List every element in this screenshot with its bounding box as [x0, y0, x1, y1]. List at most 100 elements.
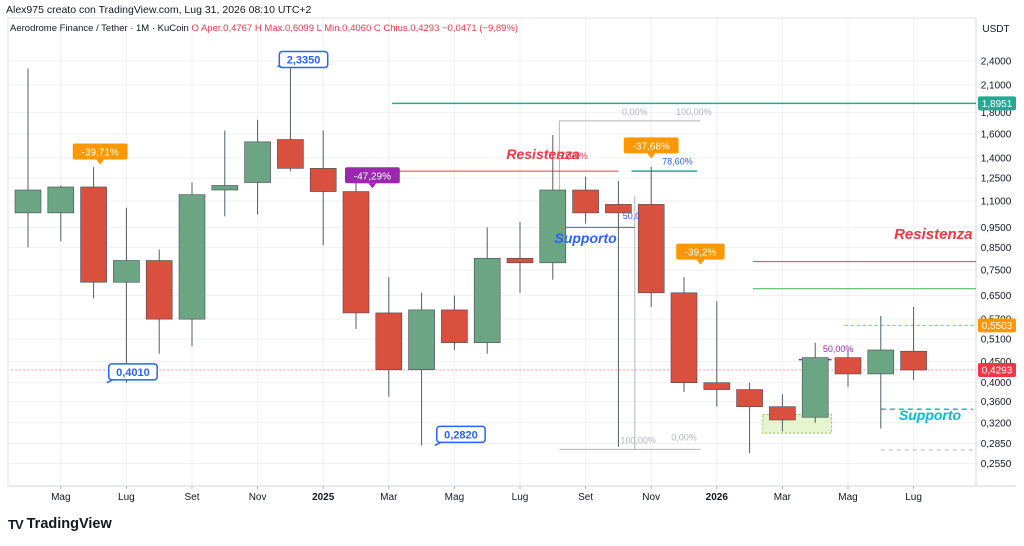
- callout-arrow: [368, 183, 377, 189]
- price-callout-label: 0,2820: [444, 429, 478, 441]
- y-tick-label: 0,8500: [981, 243, 1012, 254]
- tradingview-brand: TV TradingView: [8, 516, 112, 532]
- y-tick-label: 1,1000: [981, 197, 1012, 208]
- percent-callout-label: -37,68%: [633, 141, 670, 152]
- candle-body: [342, 191, 370, 314]
- fib-level-label: 100,00%: [620, 436, 656, 446]
- callout-arrow: [96, 159, 105, 165]
- candle-body: [867, 349, 895, 375]
- x-tick-label: Mar: [774, 492, 792, 503]
- fib-level-label: 0,00%: [622, 107, 648, 117]
- legend-ohlc-value: −0,0471 (−9,89%): [442, 23, 518, 34]
- x-tick-label: Mag: [51, 492, 70, 503]
- annotation-layer[interactable]: 0,00% 100,00% 100,00% 0,00% 50,00% 78,60% 50,0…: [72, 50, 973, 447]
- text-annotation: Supporto: [899, 407, 962, 423]
- x-tick-label: 2026: [706, 492, 729, 503]
- chart-credit: Alex975 creato con TradingView.com, Lug …: [6, 4, 312, 16]
- percent-callout[interactable]: [345, 167, 400, 184]
- percent-callout-label: -39,71%: [82, 147, 119, 158]
- candle-body: [473, 257, 501, 343]
- legend-symbol: Aerodrome Finance / Tether · 1M · KuCoin: [10, 23, 191, 34]
- candle-body: [113, 260, 140, 283]
- x-tick-label: Lug: [512, 492, 529, 503]
- fib-level-label: 0,00%: [671, 432, 697, 442]
- percent-callout-label: -47,29%: [354, 171, 391, 182]
- candle-body: [375, 312, 403, 371]
- x-tick-label: Set: [184, 492, 199, 503]
- candle-body: [244, 141, 271, 183]
- drawing-layer[interactable]: [11, 102, 976, 451]
- x-tick-label: 2025: [312, 492, 335, 503]
- legend-line: Aerodrome Finance / Tether · 1M · KuCoin…: [10, 23, 518, 34]
- candle-body: [539, 189, 567, 264]
- y-tick-label: 0,4000: [981, 378, 1012, 389]
- text-annotation: Resistenza: [506, 146, 579, 162]
- y-tick-label: 0,5100: [981, 335, 1012, 346]
- price-callout-label: 2,3350: [287, 55, 321, 67]
- legend-ohlc-value: H Max.0,6099: [255, 23, 317, 34]
- x-tick-label: Mar: [380, 492, 398, 503]
- candle-body: [309, 168, 337, 192]
- y-tick-label: 0,7500: [981, 265, 1012, 276]
- fib-level-label: 50,00%: [557, 151, 588, 161]
- candle-body: [637, 204, 665, 294]
- y-tick-label: 0,2550: [981, 459, 1012, 470]
- y-tick-label: 0,2850: [981, 439, 1012, 450]
- x-tick-label: Lug: [905, 492, 922, 503]
- y-tick-label: 0,3200: [981, 418, 1012, 429]
- candle-body: [14, 189, 42, 214]
- percent-callout[interactable]: [623, 137, 679, 154]
- percent-callout-label: -39,2%: [685, 248, 717, 259]
- candle-body: [408, 309, 435, 371]
- candle-body: [900, 350, 927, 371]
- symbol-legend: Aerodrome Finance / Tether · 1M · KuCoin…: [10, 23, 518, 34]
- candle-body: [80, 186, 107, 283]
- callout-arrow: [696, 259, 705, 265]
- price-axis-marker[interactable]: [978, 96, 1016, 111]
- fib-level-label: 78,60%: [662, 156, 693, 166]
- y-tick-label: 1,4000: [981, 153, 1012, 164]
- y-tick-label: 0,9500: [981, 223, 1012, 234]
- candle-body: [605, 204, 632, 214]
- candles-layer: [14, 65, 927, 454]
- candle-body: [801, 357, 829, 418]
- y-tick-label: 2,1000: [981, 81, 1012, 92]
- price-callout-label: 0,4010: [116, 367, 150, 379]
- price-axis-marker[interactable]: [978, 363, 1016, 378]
- candle-body: [47, 186, 75, 214]
- y-tick-label: 0,3600: [981, 397, 1012, 408]
- x-tick-label: Lug: [118, 492, 135, 503]
- x-tick-label: Nov: [642, 492, 660, 503]
- y-tick-label: 0,4500: [981, 357, 1012, 368]
- candle-body: [277, 139, 304, 169]
- legend-ohlc-value: O Aper.0,4767: [191, 23, 254, 34]
- callout-arrow: [647, 153, 656, 159]
- price-axis[interactable]: USDT 0,2550 0,2850 0,3200 0,3600 0,4000 0,4500…: [978, 24, 1016, 470]
- candle-body: [211, 185, 239, 191]
- fib-level-label: 50,00%: [823, 344, 854, 354]
- candle-body: [145, 260, 173, 320]
- legend-ohlc-value: L Min.0,4060: [317, 23, 374, 34]
- x-tick-label: Set: [578, 492, 593, 503]
- price-callout[interactable]: [436, 425, 486, 444]
- price-axis-marker-label: 0,4293: [982, 366, 1013, 377]
- fib-level-label: 50,0: [623, 211, 641, 221]
- price-callout[interactable]: [108, 363, 158, 381]
- brand-name: TradingView: [26, 516, 112, 532]
- candle-body: [572, 189, 599, 214]
- candle-body: [670, 292, 698, 384]
- y-tick-label: 2,4000: [981, 57, 1012, 68]
- price-axis-marker[interactable]: [978, 318, 1016, 333]
- candle-body: [736, 389, 763, 407]
- price-axis-marker-label: 1,8951: [982, 99, 1013, 110]
- x-tick-label: Mag: [445, 492, 464, 503]
- y-tick-label: 1,8000: [981, 108, 1012, 119]
- candle-body: [834, 357, 862, 375]
- x-tick-label: Nov: [249, 492, 267, 503]
- percent-callout[interactable]: [676, 243, 725, 260]
- percent-callout[interactable]: [72, 143, 128, 160]
- price-callout[interactable]: [278, 50, 329, 69]
- y-tick-label: 1,6000: [981, 129, 1012, 140]
- time-axis[interactable]: Mag Lug Set Nov 2025 Mar Mag Lug Set Nov 2026 Mar Ma…: [51, 486, 922, 503]
